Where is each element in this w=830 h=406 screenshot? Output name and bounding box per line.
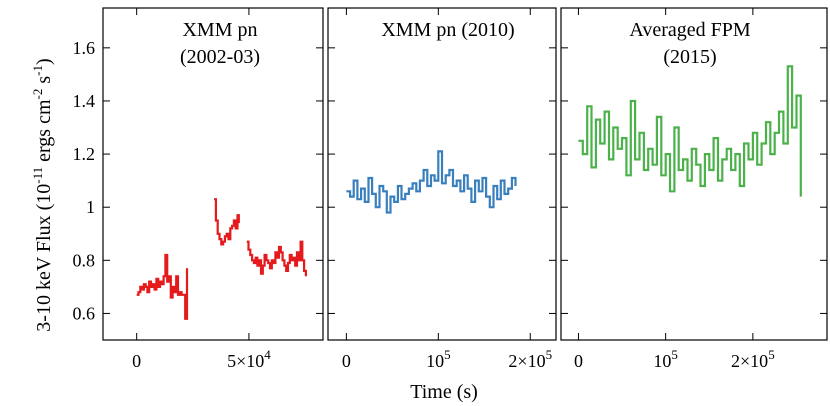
y-tick-label: 1.4 <box>73 91 96 111</box>
x-tick-label-base: 2×10 <box>508 351 545 371</box>
series-line-segment <box>136 253 189 320</box>
y-axis-label-exponent-1: -11 <box>30 167 45 184</box>
series-line-segment <box>578 65 802 197</box>
y-axis-label-seconds: s <box>33 76 55 89</box>
panel-frame <box>327 7 557 341</box>
x-tick-label-base: 2×10 <box>731 351 768 371</box>
y-tick-label: 0.8 <box>73 250 96 270</box>
y-axis-label: 3-10 keV Flux (10-11 ergs cm-2 s-1) <box>30 58 55 331</box>
x-tick-label: 105 <box>653 347 678 371</box>
x-tick-label: 0 <box>132 351 141 371</box>
x-tick-label-base: 5×10 <box>227 351 264 371</box>
x-tick-label-base: 0 <box>574 351 583 371</box>
y-tick-label: 1.2 <box>73 144 96 164</box>
x-tick-label: 5×104 <box>227 347 271 371</box>
panel-title-line: XMM pn <box>182 19 257 41</box>
x-tick-label: 0 <box>574 351 583 371</box>
panel-title-line: Averaged FPM <box>629 19 750 41</box>
x-tick-label: 0 <box>342 351 351 371</box>
x-tick-label-exponent: 4 <box>264 347 271 362</box>
y-tick-label: 1 <box>86 197 95 217</box>
series-line-segment <box>246 240 307 277</box>
y-axis-label-units: ergs cm <box>33 99 55 167</box>
x-axis-label: Time (s) <box>410 381 478 403</box>
x-tick-label-base: 10 <box>426 351 444 371</box>
y-axis-label-main: 3-10 keV Flux (10 <box>33 184 55 332</box>
y-tick-label: 0.6 <box>73 303 96 323</box>
x-tick-label: 105 <box>426 347 451 371</box>
y-axis-label-text: 3-10 keV Flux (10-11 ergs cm-2 s-1) <box>30 58 55 331</box>
y-tick-label: 1.6 <box>73 38 96 58</box>
y-axis-ticks: 0.6 0.8 1 1.2 1.4 1.6 <box>73 38 96 324</box>
panel-title-line: (2015) <box>663 46 716 68</box>
x-tick-label-exponent: 5 <box>546 347 553 362</box>
panel-title-line: XMM pn (2010) <box>381 19 514 41</box>
panel-frame <box>102 7 324 341</box>
x-tick-label: 2×105 <box>731 347 775 371</box>
panel-title-line: (2002-03) <box>180 46 260 68</box>
x-tick-label: 2×105 <box>508 347 552 371</box>
x-tick-label-base: 10 <box>653 351 671 371</box>
series-line-segment <box>346 150 517 214</box>
x-tick-label-exponent: 5 <box>444 347 451 362</box>
x-tick-label-exponent: 5 <box>768 347 775 362</box>
y-axis-label-exponent-2: -2 <box>30 89 45 100</box>
x-tick-label-base: 0 <box>132 351 141 371</box>
series-line-segment <box>214 198 240 246</box>
panel-1: 0 5×104 XMM pn (2002-03) <box>102 7 324 371</box>
y-axis-label-exponent-3: -1 <box>30 65 45 76</box>
y-axis-label-close: ) <box>33 58 55 65</box>
x-tick-label-exponent: 5 <box>671 347 678 362</box>
panel-frame <box>560 7 828 341</box>
x-tick-label-base: 0 <box>342 351 351 371</box>
